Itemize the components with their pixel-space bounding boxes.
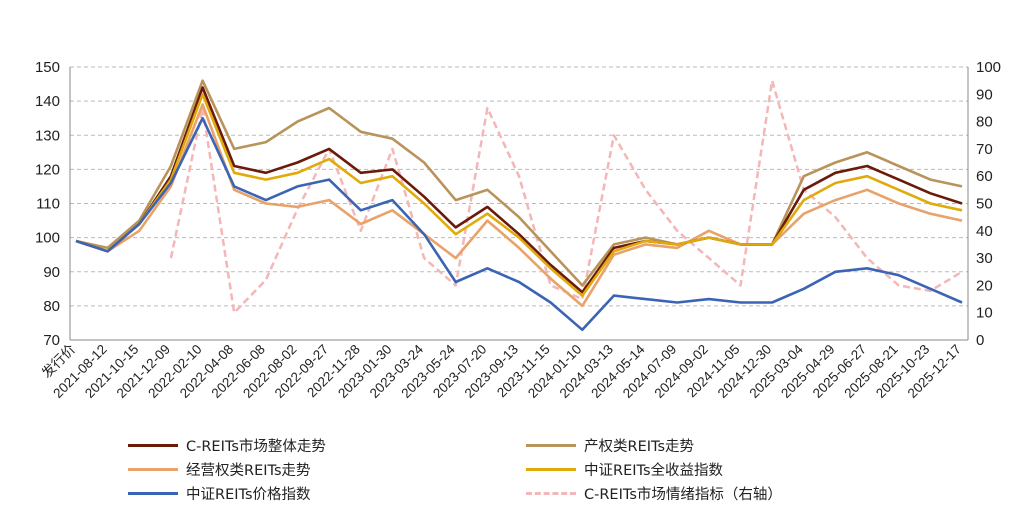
y-tick-label: 150: [35, 59, 60, 76]
y2-tick-label: 0: [976, 332, 984, 349]
y2-tick-label: 80: [976, 114, 993, 131]
series-line-3: [75, 93, 963, 297]
series-line-0: [75, 86, 963, 294]
y-tick-label: 70: [43, 332, 60, 349]
series-line-4: [75, 116, 963, 332]
y-axis-left-ticks: 70 80 90 100 110 120 130 140 150: [35, 59, 60, 349]
y2-tick-label: 90: [976, 86, 993, 103]
y2-tick-label: 10: [976, 305, 993, 322]
x-axis-ticks: 发行价2021-08-122021-10-152021-12-092022-02…: [39, 341, 964, 401]
y2-tick-label: 40: [976, 223, 993, 240]
y-tick-label: 110: [36, 196, 60, 213]
y-tick-label: 80: [43, 298, 60, 315]
y-tick-label: 130: [35, 127, 60, 144]
y-tick-label: 140: [35, 93, 60, 110]
y2-tick-label: 50: [976, 196, 993, 213]
y2-tick-label: 20: [976, 277, 993, 294]
axes: [69, 67, 969, 341]
y-tick-label: 120: [35, 161, 60, 178]
y2-tick-label: 100: [976, 59, 1001, 76]
gridlines: [70, 66, 968, 307]
y-tick-label: 90: [43, 264, 60, 281]
series-line-1: [75, 79, 963, 287]
y-tick-label: 100: [35, 230, 60, 247]
y2-tick-label: 70: [976, 141, 993, 158]
y2-tick-label: 60: [976, 168, 993, 185]
series-lines: [75, 79, 963, 332]
y2-tick-label: 30: [976, 250, 993, 267]
y-axis-right-ticks: 0 10 20 30 40 50 60 70 80 90 100: [976, 59, 1001, 349]
